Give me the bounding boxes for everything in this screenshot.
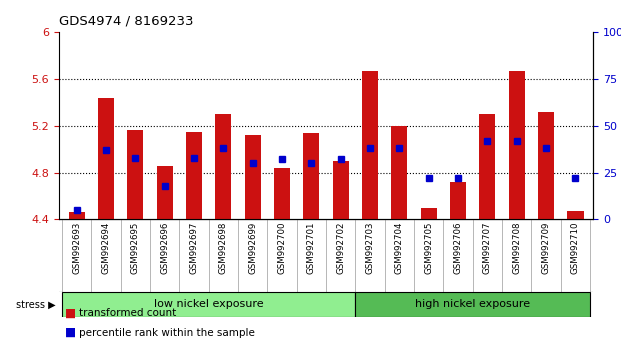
Text: GSM992702: GSM992702 — [336, 222, 345, 274]
Bar — [303, 133, 319, 219]
Text: GSM992701: GSM992701 — [307, 222, 316, 274]
Bar — [333, 161, 349, 219]
Bar — [509, 70, 525, 219]
Text: GSM992693: GSM992693 — [72, 222, 81, 274]
Text: GSM992704: GSM992704 — [395, 222, 404, 274]
Bar — [156, 166, 173, 219]
Text: GSM992694: GSM992694 — [101, 222, 111, 274]
Bar — [362, 70, 378, 219]
Text: low nickel exposure: low nickel exposure — [154, 299, 263, 309]
Bar — [245, 135, 261, 219]
Text: ■: ■ — [65, 307, 76, 320]
Bar — [186, 132, 202, 219]
Text: GSM992703: GSM992703 — [366, 222, 374, 274]
Bar — [568, 211, 584, 219]
Bar — [127, 130, 143, 219]
Text: percentile rank within the sample: percentile rank within the sample — [79, 328, 255, 338]
Bar — [479, 114, 496, 219]
Bar — [391, 126, 407, 219]
Text: GSM992698: GSM992698 — [219, 222, 228, 274]
Bar — [355, 292, 590, 317]
Bar — [215, 114, 232, 219]
Bar — [538, 112, 554, 219]
Text: GSM992696: GSM992696 — [160, 222, 169, 274]
Text: ■: ■ — [65, 326, 76, 339]
Text: GSM992706: GSM992706 — [453, 222, 463, 274]
Text: GSM992710: GSM992710 — [571, 222, 580, 274]
Bar — [450, 182, 466, 219]
Text: high nickel exposure: high nickel exposure — [415, 299, 530, 309]
Text: transformed count: transformed count — [79, 308, 176, 318]
Bar — [420, 208, 437, 219]
Text: GSM992697: GSM992697 — [189, 222, 199, 274]
Text: GSM992699: GSM992699 — [248, 222, 257, 274]
Text: GDS4974 / 8169233: GDS4974 / 8169233 — [59, 14, 194, 27]
Bar — [68, 212, 84, 219]
Text: GSM992708: GSM992708 — [512, 222, 521, 274]
Text: GSM992695: GSM992695 — [131, 222, 140, 274]
Text: GSM992709: GSM992709 — [542, 222, 551, 274]
Text: GSM992700: GSM992700 — [278, 222, 286, 274]
Text: GSM992707: GSM992707 — [483, 222, 492, 274]
Text: stress ▶: stress ▶ — [16, 299, 56, 309]
Bar — [62, 292, 355, 317]
Text: GSM992705: GSM992705 — [424, 222, 433, 274]
Bar — [98, 98, 114, 219]
Bar — [274, 168, 290, 219]
